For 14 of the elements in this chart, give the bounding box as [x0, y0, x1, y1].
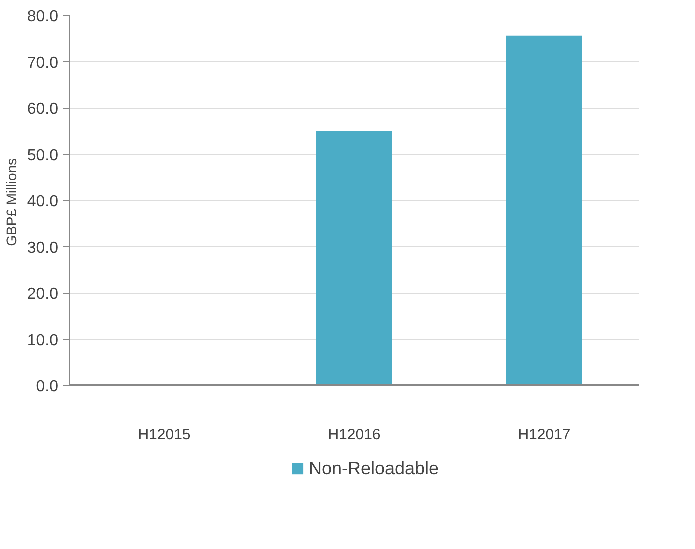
- y-tick-label: 0.0: [36, 378, 59, 396]
- y-axis-title: GBP£ Millions: [3, 158, 20, 246]
- y-tick-label: 40.0: [27, 194, 59, 210]
- y-tick-label: 10.0: [27, 332, 59, 350]
- x-tick-label: H12017: [518, 426, 571, 444]
- x-tick-label: H12015: [138, 426, 191, 444]
- y-tick-label: 70.0: [27, 54, 59, 72]
- y-tick-label: 30.0: [27, 240, 59, 257]
- y-tick-label: 20.0: [27, 286, 59, 303]
- legend-label: Non-Reloadable: [308, 458, 440, 479]
- y-tick-label: 60.0: [27, 101, 59, 118]
- y-tick-label: 80.0: [27, 8, 59, 26]
- y-tick-label: 50.0: [27, 147, 59, 164]
- x-tick-label: H12016: [328, 426, 381, 444]
